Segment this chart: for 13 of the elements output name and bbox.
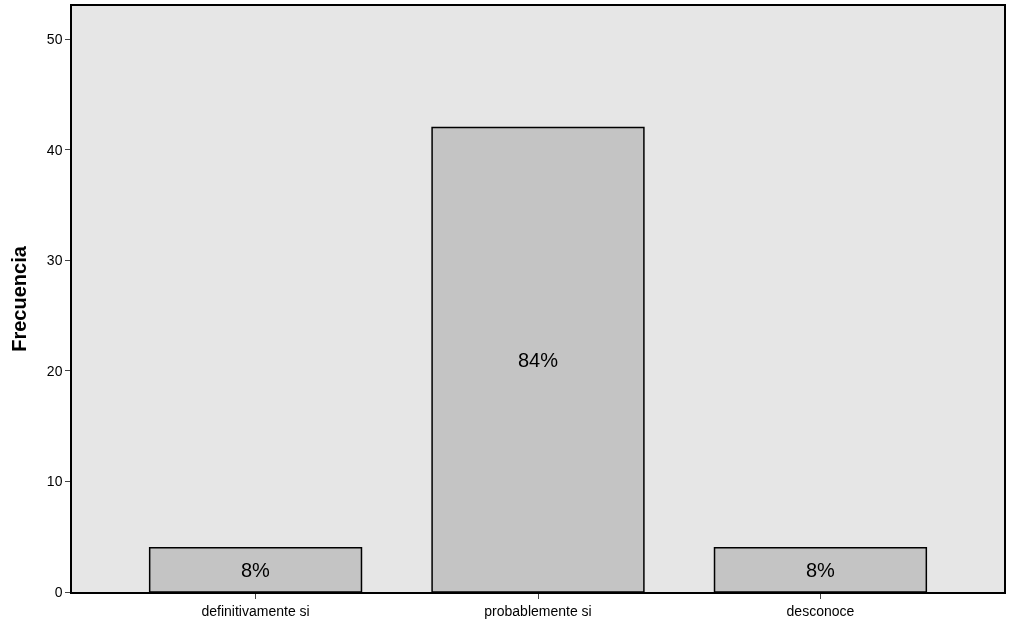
annotation: 8% xyxy=(241,559,271,581)
y-tick-label: 20 xyxy=(46,362,63,379)
y-tick-label: 50 xyxy=(46,31,63,48)
y-axis-title: Frecuencia xyxy=(7,245,30,352)
y-tick-label: 0 xyxy=(54,583,63,600)
annotation: 84% xyxy=(518,349,559,371)
y-tick-label: 40 xyxy=(46,141,63,158)
x-tick-label: probablemente si xyxy=(484,602,592,619)
annotation: 8% xyxy=(806,559,836,581)
y-tick-label: 30 xyxy=(46,252,63,269)
y-tick-label: 10 xyxy=(46,473,63,490)
x-tick-label: definitivamente si xyxy=(201,602,310,619)
x-tick-label: desconoce xyxy=(786,602,855,619)
